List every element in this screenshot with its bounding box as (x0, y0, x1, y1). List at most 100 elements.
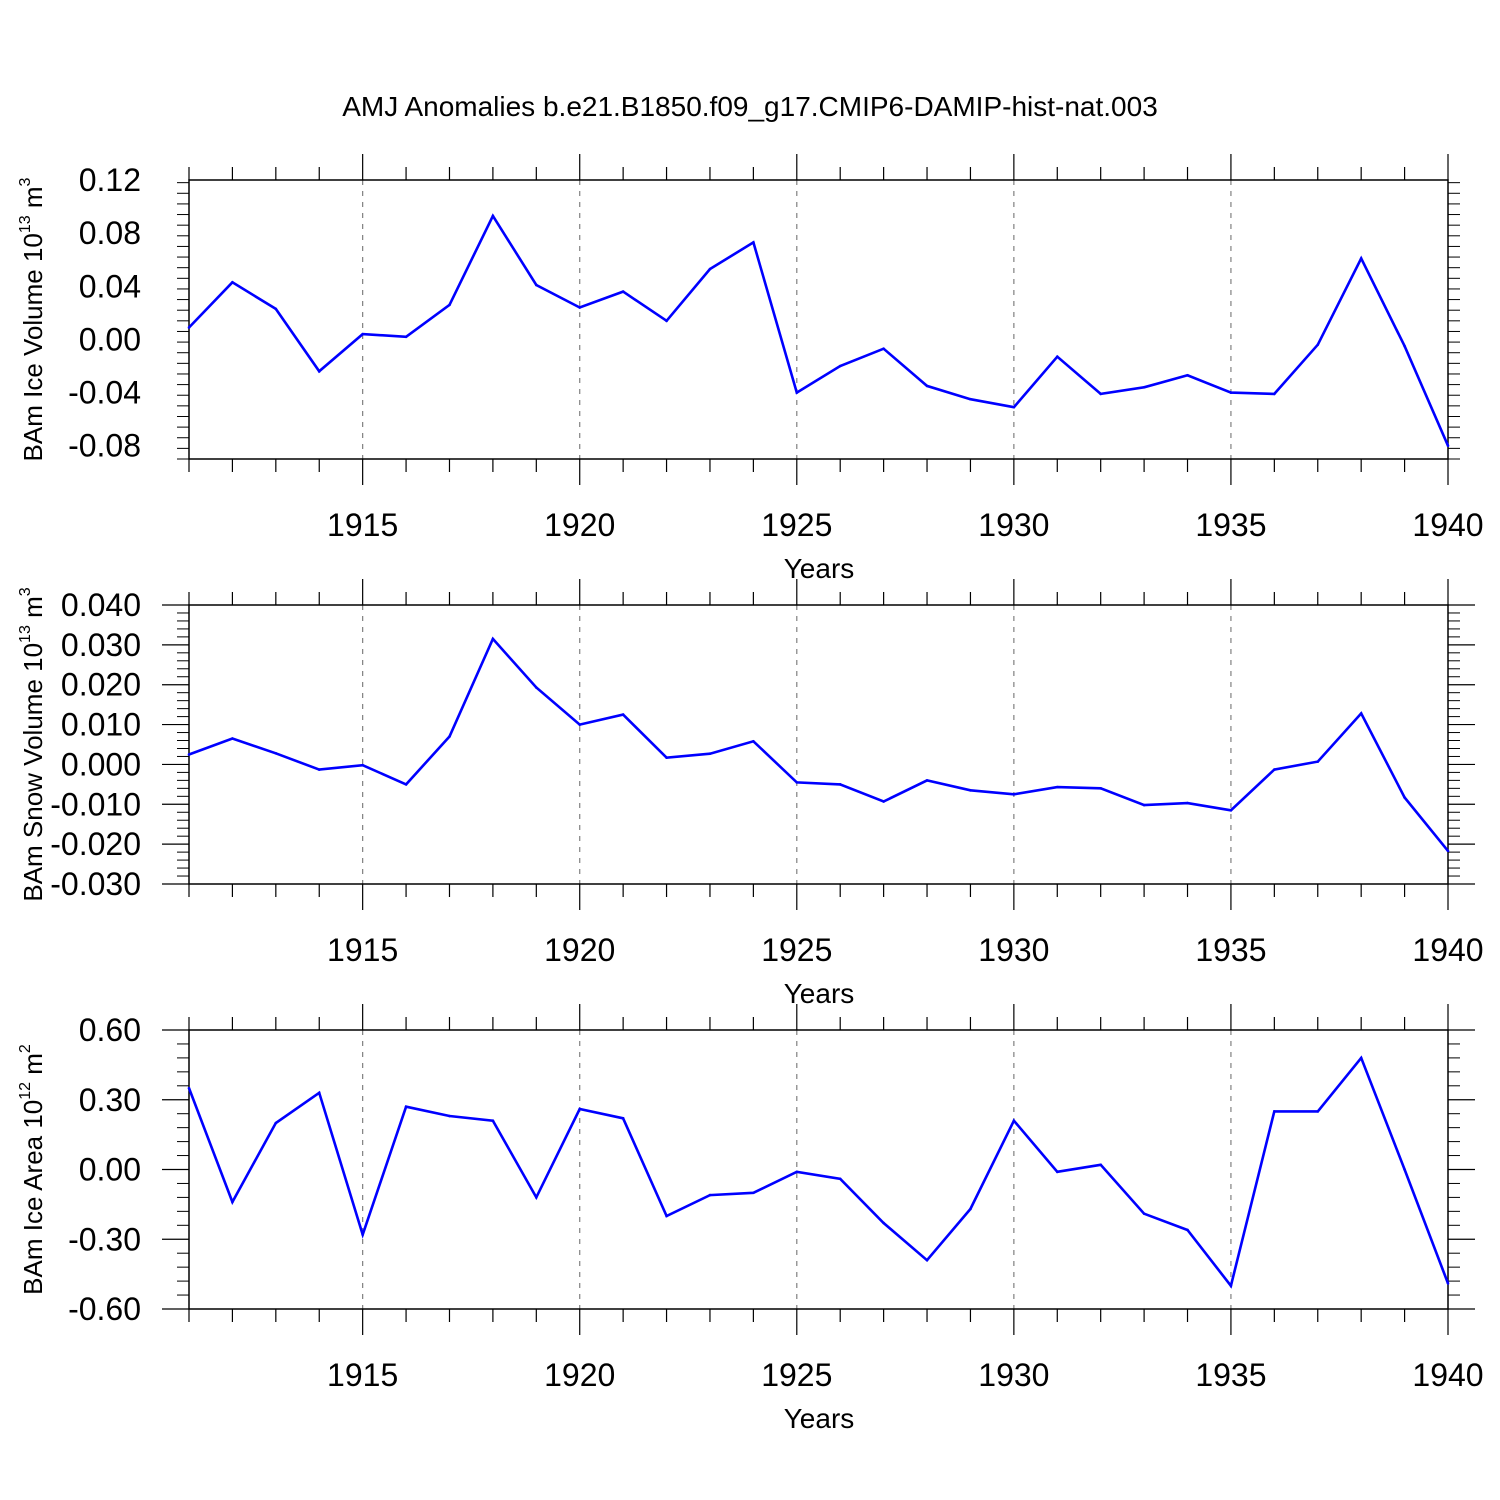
y-tick-label: 0.000 (61, 746, 141, 782)
panel-1: 0.12 0.08 0.04 0.00 -0.04 -0.08 1915 1920 1925 19… (17, 154, 1484, 584)
y-tick-label: 0.00 (79, 321, 141, 357)
data-point (231, 1200, 234, 1204)
data-point (361, 763, 364, 767)
data-point (621, 290, 625, 293)
data-point (448, 1114, 451, 1118)
data-point (1273, 1110, 1276, 1113)
data-point (187, 326, 191, 329)
data-point (578, 1107, 582, 1111)
y-tick-label: 0.010 (61, 707, 141, 743)
data-point (1055, 355, 1059, 359)
x-axis-label: Years (784, 1403, 855, 1434)
data-point (1186, 801, 1189, 805)
data-point (404, 335, 408, 339)
data-point (187, 753, 191, 756)
data-point (491, 1119, 495, 1122)
chart-title: AMJ Anomalies b.e21.B1850.f09_g17.CMIP6-… (342, 91, 1158, 122)
x-axis-label: Years (784, 553, 855, 584)
x-tick-label: 1930 (978, 507, 1049, 543)
data-point (1055, 785, 1059, 789)
data-point (1099, 787, 1102, 790)
data-point (925, 384, 929, 388)
x-tick-label: 1920 (544, 932, 615, 968)
data-point (665, 319, 668, 323)
data-point (838, 783, 842, 786)
data-point (1403, 796, 1406, 799)
data-point (535, 1196, 538, 1199)
x-tick-label: 1925 (761, 932, 832, 968)
data-point (578, 306, 582, 309)
data-point (1186, 374, 1189, 377)
data-point (1142, 385, 1146, 389)
y-axis-label: BAm Ice Area 1012 m2 (17, 1044, 48, 1295)
data-point (1316, 343, 1320, 347)
data-point (231, 737, 234, 740)
data-point (317, 370, 321, 373)
data-point (274, 1121, 278, 1125)
y-tick-label: 0.12 (79, 162, 141, 198)
series-line (188, 213, 1450, 447)
x-axis-label: Years (784, 978, 855, 1009)
data-point (795, 391, 799, 394)
data-point (317, 768, 321, 771)
data-point (621, 1117, 625, 1120)
data-point (882, 1221, 885, 1225)
data-point (1012, 405, 1016, 409)
data-point (1359, 1056, 1363, 1060)
data-point (1229, 1284, 1233, 1288)
x-tick-label: 1930 (978, 1357, 1049, 1393)
data-point (1403, 344, 1406, 348)
data-point (491, 214, 495, 218)
y-axis-label: BAm Ice Volume 1013 m3 (17, 177, 48, 461)
data-point (1446, 849, 1450, 853)
panel-3: 0.60 0.30 0.00 -0.30 -0.60 1915 1920 1925 1930 19… (17, 1004, 1484, 1434)
data-point (925, 779, 929, 782)
y-tick-label: 0.30 (79, 1082, 141, 1118)
data-point (578, 723, 582, 726)
x-tick-label: 1915 (327, 1357, 398, 1393)
data-point (404, 1105, 408, 1109)
data-point (665, 756, 668, 759)
x-tick-label: 1925 (761, 507, 832, 543)
y-tick-label: -0.08 (68, 428, 141, 464)
data-point (535, 686, 538, 689)
y-tick-label: -0.020 (50, 826, 141, 862)
y-tick-label: -0.60 (68, 1291, 141, 1327)
data-point (708, 1193, 712, 1197)
y-tick-label: 0.030 (61, 627, 141, 663)
data-point (925, 1258, 929, 1262)
y-axis-label: BAm Snow Volume 1013 m3 (17, 587, 48, 901)
x-tick-label: 1920 (544, 1357, 615, 1393)
data-point (1359, 712, 1363, 715)
data-point (1359, 257, 1363, 260)
data-point (1055, 1170, 1059, 1174)
data-point (1186, 1228, 1189, 1232)
data-point (969, 1207, 972, 1211)
y-tick-label: 0.04 (79, 268, 141, 304)
data-point (838, 364, 842, 368)
x-tick-label: 1940 (1412, 932, 1483, 968)
data-point (361, 332, 364, 336)
x-tick-label: 1925 (761, 1357, 832, 1393)
x-tick-label: 1915 (327, 932, 398, 968)
data-point (1229, 808, 1233, 812)
y-tick-label: -0.010 (50, 786, 141, 822)
x-tick-label: 1920 (544, 507, 615, 543)
data-point (708, 267, 712, 271)
x-tick-label: 1930 (978, 932, 1049, 968)
data-point (1316, 760, 1320, 763)
panels: 0.12 0.08 0.04 0.00 -0.04 -0.08 1915 1920 1925 19… (17, 154, 1484, 1434)
data-point (1012, 1119, 1016, 1122)
data-point (621, 713, 625, 716)
data-point (535, 283, 538, 287)
x-tick-label: 1935 (1195, 1357, 1266, 1393)
data-point (708, 752, 712, 755)
data-point (1099, 1163, 1102, 1167)
data-point (752, 241, 755, 244)
data-point (187, 1086, 191, 1090)
data-point (1446, 444, 1450, 448)
data-point (491, 637, 495, 641)
y-tick-label: 0.040 (61, 587, 141, 623)
data-point (1099, 392, 1102, 396)
data-point (795, 1170, 799, 1174)
